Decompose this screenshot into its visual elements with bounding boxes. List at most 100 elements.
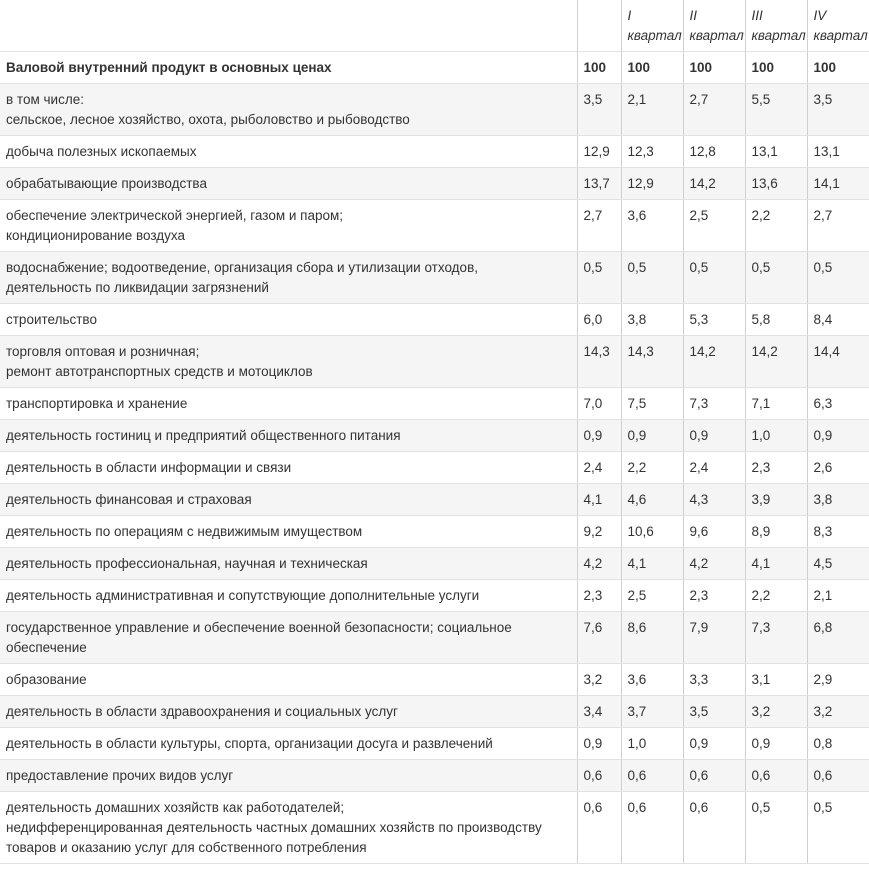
label-line: водоснабжение; водоотведение, организаци… [6, 260, 478, 275]
row-label: обрабатывающие производства [0, 167, 577, 200]
row-label: деятельность домашних хозяйств как работ… [0, 791, 577, 864]
value-cell: 0,5 [682, 251, 745, 304]
value-cell: 3,2 [576, 663, 621, 696]
value-cell: 4,2 [576, 547, 621, 580]
value-cell: 7,9 [682, 611, 745, 664]
row-label: деятельность гостиниц и предприятий обще… [0, 419, 577, 452]
value-cell: 5,3 [682, 303, 745, 336]
value-cell: 6,3 [806, 387, 869, 420]
label-line: деятельность по операциям с недвижимым и… [6, 524, 363, 539]
value-cell: 2,3 [744, 451, 807, 484]
value-cell: 7,1 [744, 387, 807, 420]
value-cell: 4,5 [806, 547, 869, 580]
label-line: деятельность в области здравоохранения и… [6, 704, 398, 719]
value-cell: 3,2 [744, 695, 807, 728]
value-cell: 100 [744, 51, 807, 84]
table-row: деятельность в области информации и связ… [0, 451, 869, 484]
value-cell: 7,0 [576, 387, 621, 420]
value-cell: 0,6 [620, 791, 683, 864]
table-row: предоставление прочих видов услуг 0,6 0,6 0… [0, 759, 869, 792]
value-cell: 3,5 [806, 83, 869, 136]
table-row: торговля оптовая и розничная; ремонт авто… [0, 335, 869, 388]
value-cell: 0,5 [744, 791, 807, 864]
value-cell: 14,3 [576, 335, 621, 388]
label-line: торговля оптовая и розничная; [6, 344, 200, 359]
value-cell: 3,1 [744, 663, 807, 696]
row-label: Валовой внутренний продукт в основных це… [0, 51, 577, 84]
label-line: деятельность по ликвидации загрязнений [6, 280, 269, 295]
value-cell: 14,3 [620, 335, 683, 388]
row-label: предоставление прочих видов услуг [0, 759, 577, 792]
value-cell: 4,1 [620, 547, 683, 580]
value-cell: 7,3 [682, 387, 745, 420]
value-cell: 3,3 [682, 663, 745, 696]
table-row: строительство 6,0 3,8 5,3 5,8 8,4 [0, 303, 869, 336]
table-row: деятельность домашних хозяйств как работ… [0, 791, 869, 864]
value-cell: 14,1 [806, 167, 869, 200]
value-cell: 0,9 [576, 419, 621, 452]
value-cell: 8,4 [806, 303, 869, 336]
value-cell: 0,5 [744, 251, 807, 304]
value-cell: 2,2 [744, 579, 807, 612]
header-cell: IV квартал [806, 0, 869, 52]
value-cell: 100 [576, 51, 621, 84]
row-label: обеспечение электрической энергией, газо… [0, 199, 577, 252]
value-cell: 0,6 [620, 759, 683, 792]
value-cell: 3,9 [744, 483, 807, 516]
value-cell: 0,9 [744, 727, 807, 760]
label-line: деятельность в области информации и связ… [6, 460, 292, 475]
value-cell: 8,9 [744, 515, 807, 548]
label-line: деятельность гостиниц и предприятий обще… [6, 428, 401, 443]
value-cell: 2,7 [682, 83, 745, 136]
table-row: деятельность административная и сопутств… [0, 579, 869, 612]
table-row: государственное управление и обеспечение… [0, 611, 869, 664]
value-cell: 0,5 [576, 251, 621, 304]
value-cell: 3,5 [682, 695, 745, 728]
table-row: деятельность в области здравоохранения и… [0, 695, 869, 728]
row-label: строительство [0, 303, 577, 336]
value-cell: 3,7 [620, 695, 683, 728]
label-line: государственное управление и обеспечение… [6, 620, 512, 655]
label-line: образование [6, 672, 87, 687]
value-cell: 3,8 [806, 483, 869, 516]
quarter-numeral: III [751, 8, 763, 23]
value-cell: 4,6 [620, 483, 683, 516]
value-cell: 1,0 [744, 419, 807, 452]
value-cell: 0,6 [744, 759, 807, 792]
value-cell: 100 [806, 51, 869, 84]
value-cell: 9,2 [576, 515, 621, 548]
label-line: кондиционирование воздуха [6, 228, 186, 243]
value-cell: 2,6 [806, 451, 869, 484]
value-cell: 0,6 [682, 759, 745, 792]
value-cell: 0,8 [806, 727, 869, 760]
value-cell: 3,8 [620, 303, 683, 336]
value-cell: 2,5 [620, 579, 683, 612]
value-cell: 100 [620, 51, 683, 84]
row-label: добыча полезных ископаемых [0, 135, 577, 168]
value-cell: 2,7 [806, 199, 869, 252]
label-line: деятельность домашних хозяйств как работ… [6, 800, 345, 815]
value-cell: 4,3 [682, 483, 745, 516]
value-cell: 14,2 [682, 167, 745, 200]
table-row: водоснабжение; водоотведение, организаци… [0, 251, 869, 304]
quarter-word: квартал [813, 28, 868, 43]
value-cell: 12,8 [682, 135, 745, 168]
value-cell: 2,7 [576, 199, 621, 252]
value-cell: 5,8 [744, 303, 807, 336]
table-row: обеспечение электрической энергией, газо… [0, 199, 869, 252]
value-cell: 13,7 [576, 167, 621, 200]
value-cell: 1,0 [620, 727, 683, 760]
table-row: деятельность в области культуры, спорта,… [0, 727, 869, 760]
row-label: деятельность в области здравоохранения и… [0, 695, 577, 728]
value-cell: 8,3 [806, 515, 869, 548]
value-cell: 5,5 [744, 83, 807, 136]
label-line: в том числе: [6, 92, 84, 107]
value-cell: 12,3 [620, 135, 683, 168]
value-cell: 3,5 [576, 83, 621, 136]
value-cell: 13,1 [744, 135, 807, 168]
value-cell: 4,2 [682, 547, 745, 580]
value-cell: 3,6 [620, 663, 683, 696]
label-line: ремонт автотранспортных средств и мотоци… [6, 364, 313, 379]
value-cell: 6,8 [806, 611, 869, 664]
label-line: транспортировка и хранение [6, 396, 188, 411]
